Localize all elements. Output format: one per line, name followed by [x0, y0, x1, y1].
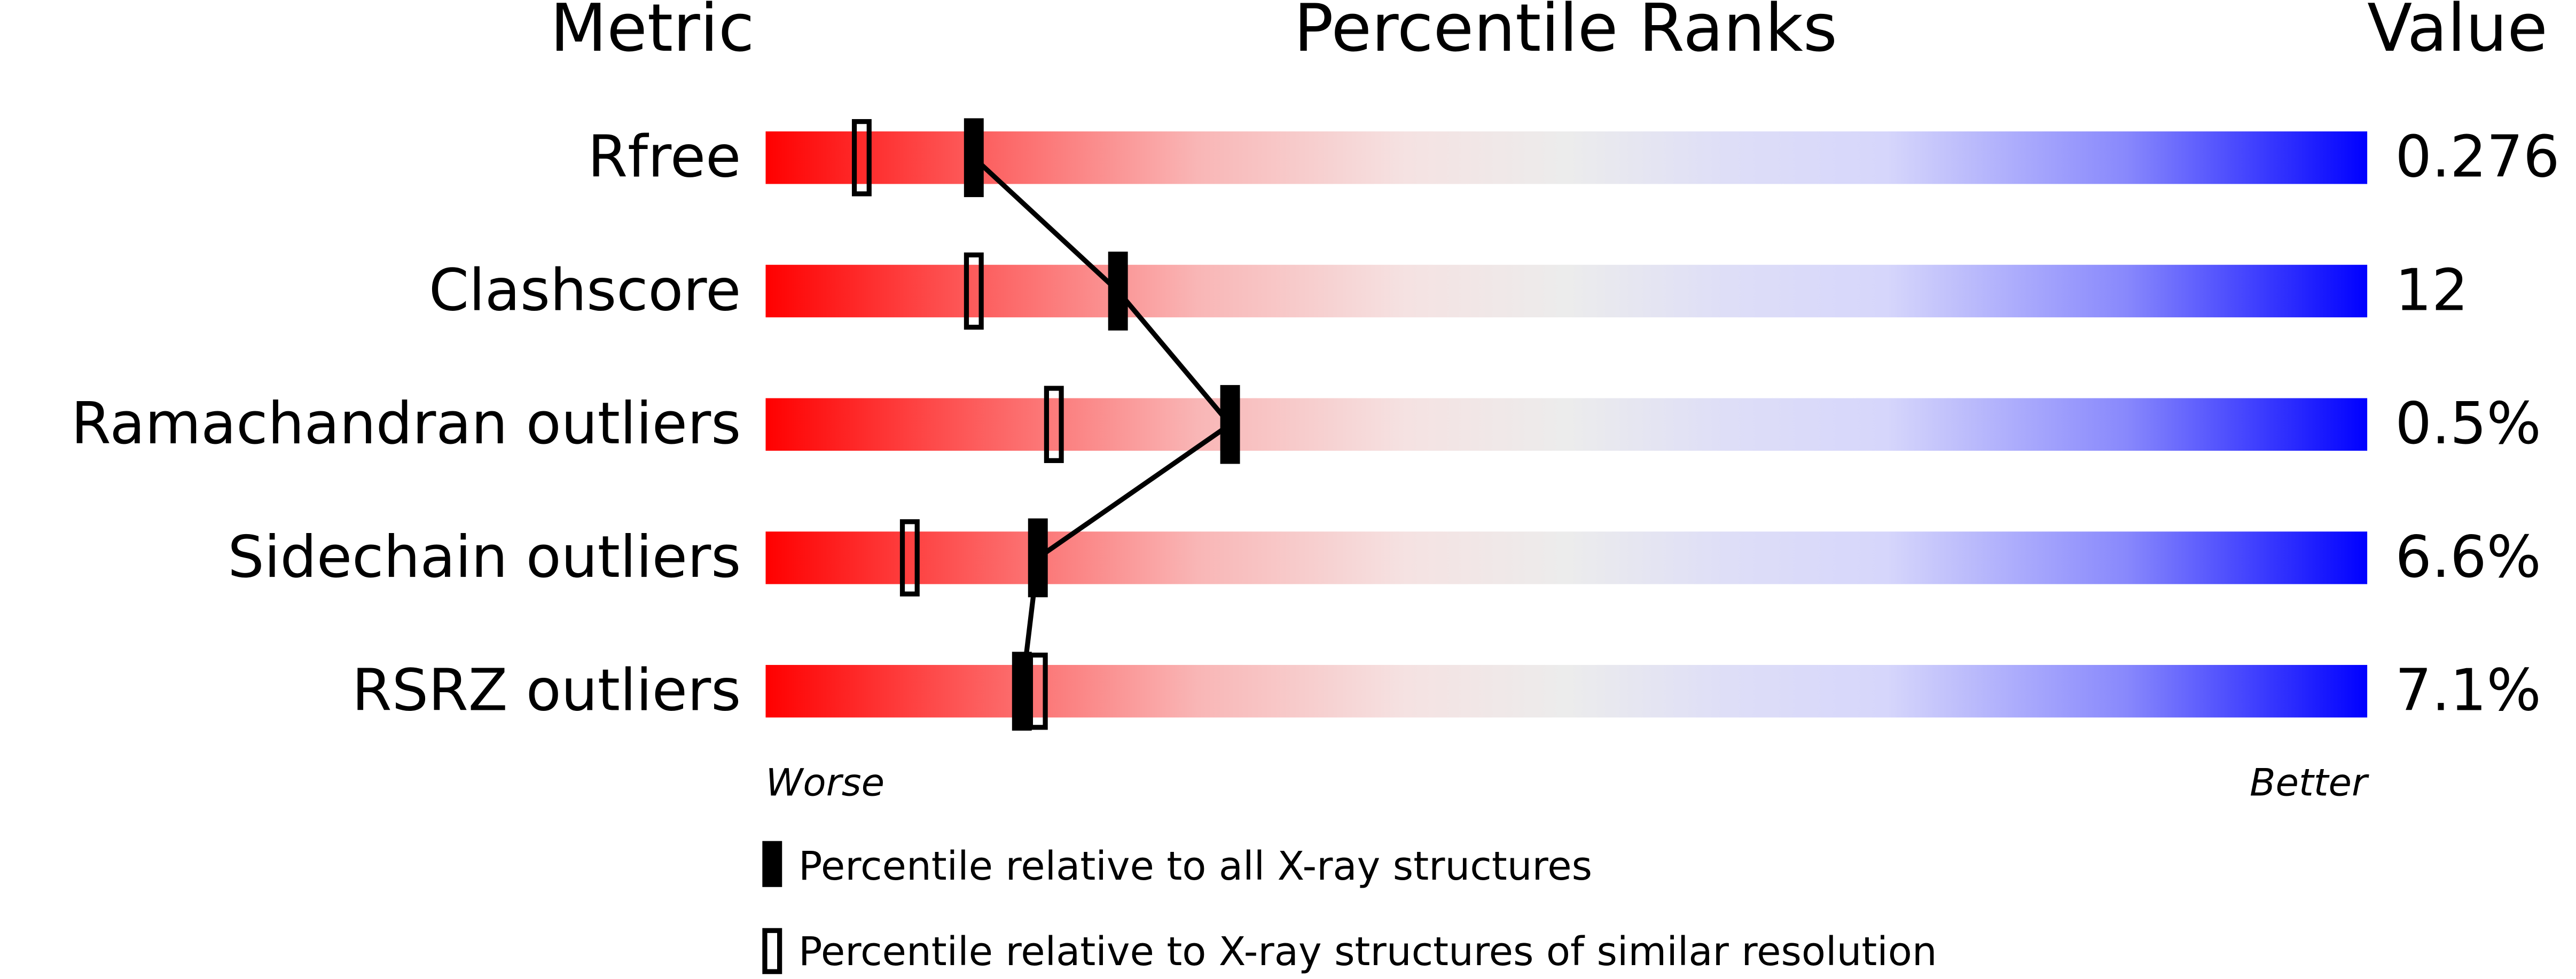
value-header: Value — [2367, 0, 2548, 67]
metric-label: Rfree — [588, 124, 741, 191]
similar-resolution-marker — [851, 119, 872, 197]
all-structures-marker — [1220, 385, 1240, 464]
percentile-bar — [765, 531, 2368, 584]
similar-resolution-marker — [899, 519, 920, 597]
similar-resolution-marker — [1044, 386, 1064, 463]
metric-label: RSRZ outliers — [352, 657, 741, 724]
similar-resolution-marker — [964, 252, 984, 330]
metric-value: 12 — [2395, 257, 2468, 324]
better-label: Better — [2250, 761, 2369, 805]
all-structures-marker — [1028, 518, 1048, 598]
metric-label: Sidechain outliers — [228, 524, 741, 591]
metric-label: Clashscore — [429, 257, 741, 324]
all-structures-marker — [1108, 252, 1128, 331]
metric-value: 0.5% — [2395, 390, 2541, 457]
metric-header: Metric — [550, 0, 754, 67]
percentile-bar — [765, 131, 2368, 184]
worse-label: Worse — [765, 761, 884, 805]
percentile-bar — [765, 264, 2368, 318]
legend-open-swatch — [762, 928, 782, 974]
legend-filled-swatch — [762, 841, 782, 887]
all-structures-marker — [1012, 652, 1032, 731]
legend-label: Percentile relative to X-ray structures … — [798, 929, 1937, 975]
all-structures-marker — [964, 118, 984, 198]
metric-value: 7.1% — [2395, 657, 2541, 724]
metric-label: Ramachandran outliers — [71, 390, 741, 457]
percentile-bar — [765, 398, 2368, 451]
percentile-bar — [765, 664, 2368, 718]
percentile-header: Percentile Ranks — [1294, 0, 1837, 67]
metric-value: 6.6% — [2395, 524, 2541, 591]
metric-value: 0.276 — [2395, 124, 2559, 191]
legend-label: Percentile relative to all X-ray structu… — [798, 843, 1592, 889]
